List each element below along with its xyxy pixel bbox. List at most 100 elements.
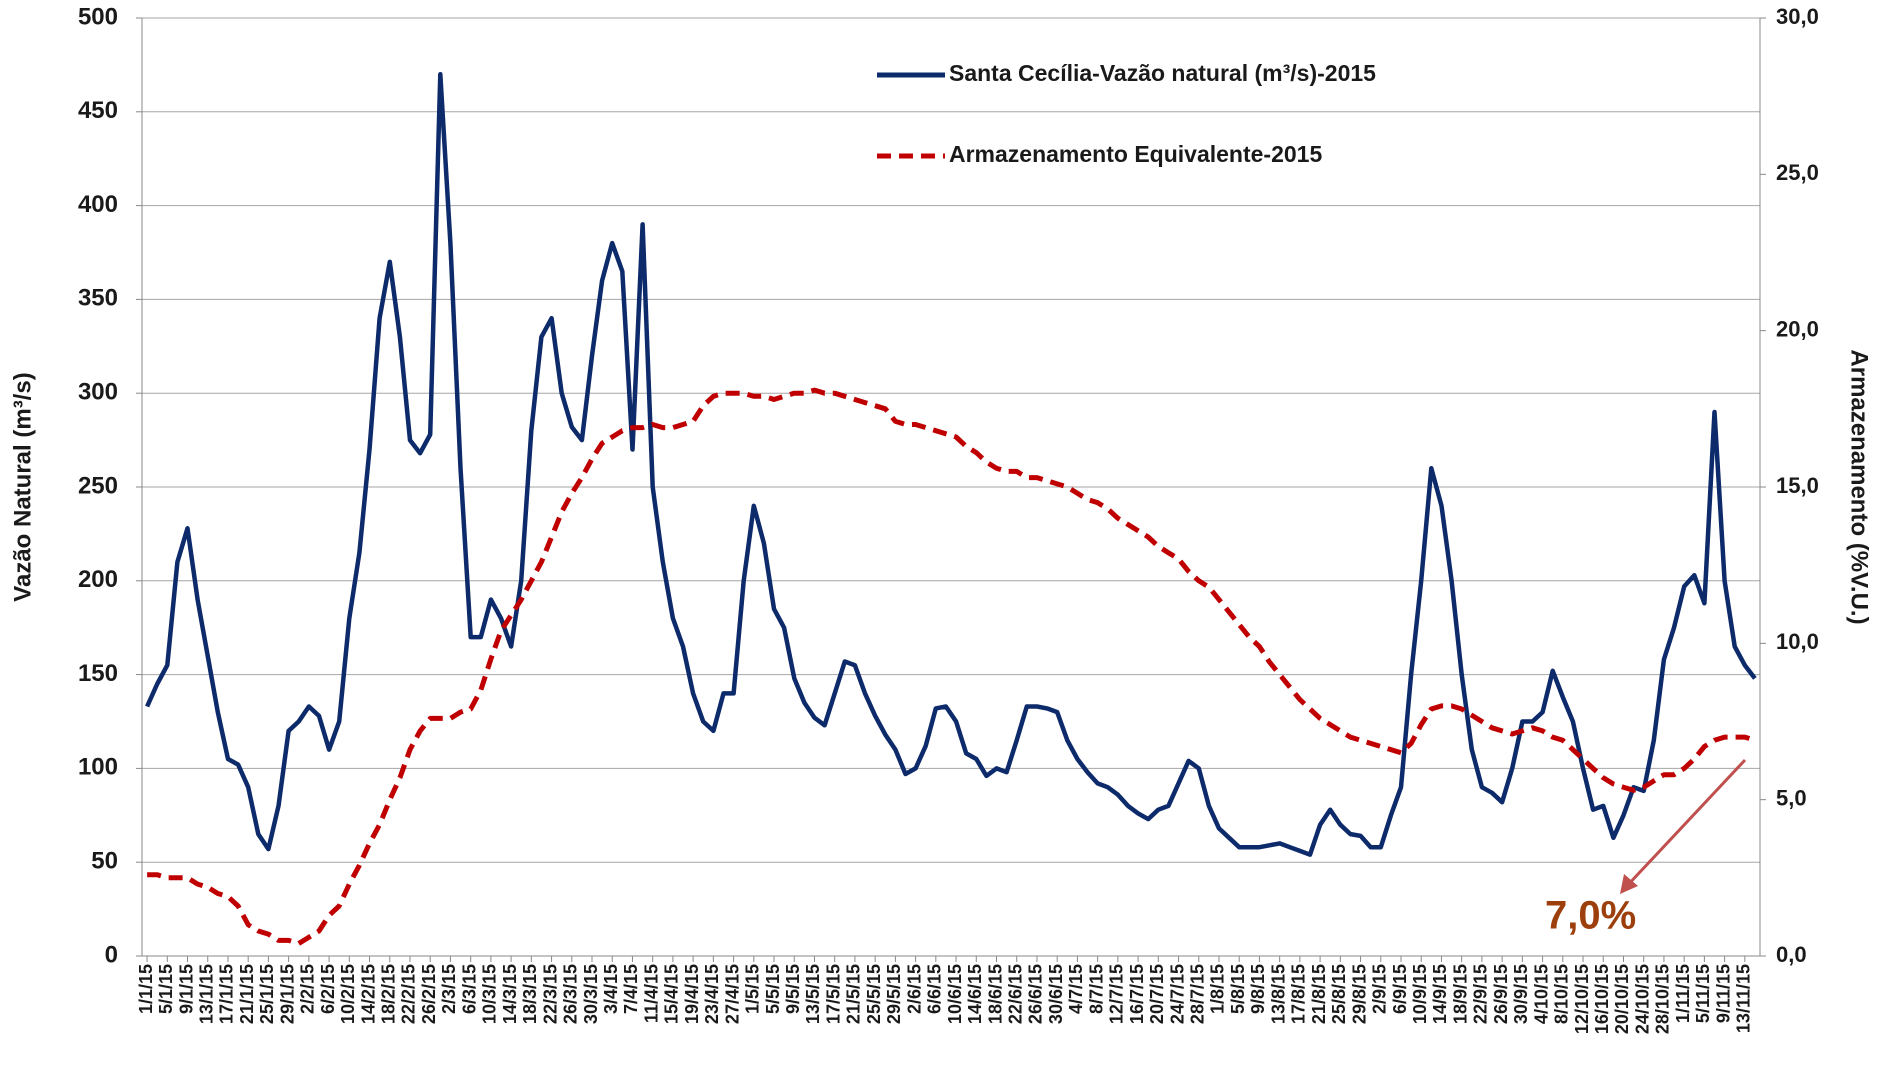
annotation-arrowhead	[1620, 874, 1638, 894]
annotation: 7,0%	[1545, 894, 1636, 938]
x-tick-label: 10/9/15	[1410, 964, 1430, 1024]
x-tick-label: 1/11/15	[1673, 964, 1693, 1023]
x-tick-label: 12/10/15	[1572, 964, 1592, 1034]
x-tick-label: 29/1/15	[277, 964, 297, 1024]
y-tick-label: 300	[78, 379, 118, 406]
y-tick-label: 450	[78, 97, 118, 124]
y2-tick-label: 5,0	[1776, 785, 1807, 810]
x-tick-label: 1/8/15	[1208, 964, 1228, 1014]
x-tick-label: 24/10/15	[1632, 964, 1652, 1034]
x-tick-label: 9/1/15	[176, 964, 196, 1014]
x-tick-label: 16/7/15	[1127, 964, 1147, 1024]
annotation-arrow	[1623, 758, 1747, 890]
x-tick-label: 24/7/15	[1167, 964, 1187, 1024]
y-tick-label: 400	[78, 191, 118, 218]
x-tick-label: 9/8/15	[1248, 964, 1268, 1014]
x-tick-label: 27/4/15	[722, 964, 742, 1024]
x-tick-label: 15/4/15	[662, 964, 682, 1024]
y-tick-label: 500	[78, 3, 118, 30]
y-tick-label: 350	[78, 285, 118, 312]
x-tick-label: 8/10/15	[1552, 964, 1572, 1024]
y2-tick-label: 10,0	[1776, 629, 1819, 654]
x-tick-label: 9/5/15	[783, 964, 803, 1014]
x-tick-label: 21/5/15	[844, 964, 864, 1024]
legend-label: Santa Cecília-Vazão natural (m³/s)-2015	[949, 60, 1376, 86]
x-tick-label: 14/3/15	[500, 964, 520, 1024]
y2-tick-label: 20,0	[1776, 316, 1819, 341]
x-tick-label: 23/4/15	[702, 964, 722, 1024]
x-tick-label: 20/10/15	[1612, 964, 1632, 1034]
x-tick-label: 14/2/15	[358, 964, 378, 1024]
x-tick-label: 5/11/15	[1693, 964, 1713, 1023]
x-tick-label: 29/5/15	[884, 964, 904, 1024]
x-tick-label: 6/6/15	[925, 964, 945, 1014]
x-tick-label: 22/9/15	[1471, 964, 1491, 1024]
series-line	[145, 72, 1757, 857]
x-tick-label: 28/7/15	[1188, 964, 1208, 1024]
x-tick-label: 19/4/15	[682, 964, 702, 1024]
x-tick-label: 6/2/15	[318, 964, 338, 1014]
x-tick-label: 6/9/15	[1390, 964, 1410, 1014]
x-tick-label: 10/3/15	[480, 964, 500, 1024]
x-tick-label: 14/9/15	[1430, 964, 1450, 1024]
x-tick-label: 3/4/15	[601, 964, 621, 1014]
x-tick-label: 2/9/15	[1370, 964, 1390, 1014]
x-tick-label: 29/8/15	[1349, 964, 1369, 1024]
x-tick-label: 14/6/15	[965, 964, 985, 1024]
x-tick-label: 1/1/15	[136, 964, 156, 1014]
x-tick-label: 4/10/15	[1531, 964, 1551, 1024]
x-tick-label: 21/8/15	[1309, 964, 1329, 1024]
x-tick-label: 13/5/15	[803, 964, 823, 1024]
y2-tick-label: 0,0	[1776, 942, 1807, 967]
y-tick-label: 50	[91, 848, 118, 875]
y2-tick-label: 25,0	[1776, 160, 1819, 185]
x-tick-label: 17/8/15	[1289, 964, 1309, 1024]
y-tick-label: 100	[78, 754, 118, 781]
x-tick-label: 21/1/15	[237, 964, 257, 1024]
x-tick-label: 22/6/15	[1005, 964, 1025, 1024]
series-line	[147, 387, 1756, 946]
x-tick-label: 20/7/15	[1147, 964, 1167, 1024]
x-tick-label: 26/6/15	[1026, 964, 1046, 1024]
y2-tick-label: 30,0	[1776, 4, 1819, 29]
x-tick-label: 8/7/15	[1086, 964, 1106, 1014]
x-tick-label: 30/6/15	[1046, 964, 1066, 1024]
x-tick-label: 28/10/15	[1653, 964, 1673, 1034]
x-tick-label: 7/4/15	[621, 964, 641, 1014]
x-tick-label: 6/3/15	[459, 964, 479, 1014]
x-tick-label: 12/7/15	[1107, 964, 1127, 1024]
x-tick-label: 22/3/15	[540, 964, 560, 1024]
x-tick-label: 16/10/15	[1592, 964, 1612, 1034]
x-tick-label: 10/2/15	[338, 964, 358, 1024]
x-tick-label: 26/3/15	[561, 964, 581, 1024]
x-tick-label: 26/9/15	[1491, 964, 1511, 1024]
x-tick-label: 22/2/15	[399, 964, 419, 1024]
x-tick-label: 5/5/15	[763, 964, 783, 1014]
y-tick-label: 150	[78, 660, 118, 687]
x-tick-label: 30/9/15	[1511, 964, 1531, 1024]
y-axis-title: Vazão Natural (m³/s)	[9, 372, 36, 601]
x-tick-label: 17/5/15	[823, 964, 843, 1024]
x-tick-label: 18/2/15	[379, 964, 399, 1024]
x-tick-label: 25/5/15	[864, 964, 884, 1024]
x-tick-label: 10/6/15	[945, 964, 965, 1024]
y-tick-label: 250	[78, 472, 118, 499]
x-tick-label: 9/11/15	[1713, 964, 1733, 1023]
x-tick-label: 2/6/15	[904, 964, 924, 1014]
x-tick-label: 25/1/15	[257, 964, 277, 1024]
y-tick-label: 200	[78, 566, 118, 593]
x-tick-label: 13/11/15	[1734, 964, 1754, 1033]
legend-label: Armazenamento Equivalente-2015	[949, 141, 1322, 167]
x-tick-label: 30/3/15	[581, 964, 601, 1024]
x-tick-label: 2/2/15	[298, 964, 318, 1014]
x-tick-label: 25/8/15	[1329, 964, 1349, 1024]
x-tick-label: 17/1/15	[217, 964, 237, 1024]
x-tick-label: 18/3/15	[520, 964, 540, 1024]
x-tick-label: 5/1/15	[156, 964, 176, 1014]
x-tick-label: 13/8/15	[1268, 964, 1288, 1024]
x-tick-label: 26/2/15	[419, 964, 439, 1024]
x-tick-label: 1/5/15	[743, 964, 763, 1014]
x-tick-label: 11/4/15	[641, 964, 661, 1023]
x-tick-label: 2/3/15	[439, 964, 459, 1014]
